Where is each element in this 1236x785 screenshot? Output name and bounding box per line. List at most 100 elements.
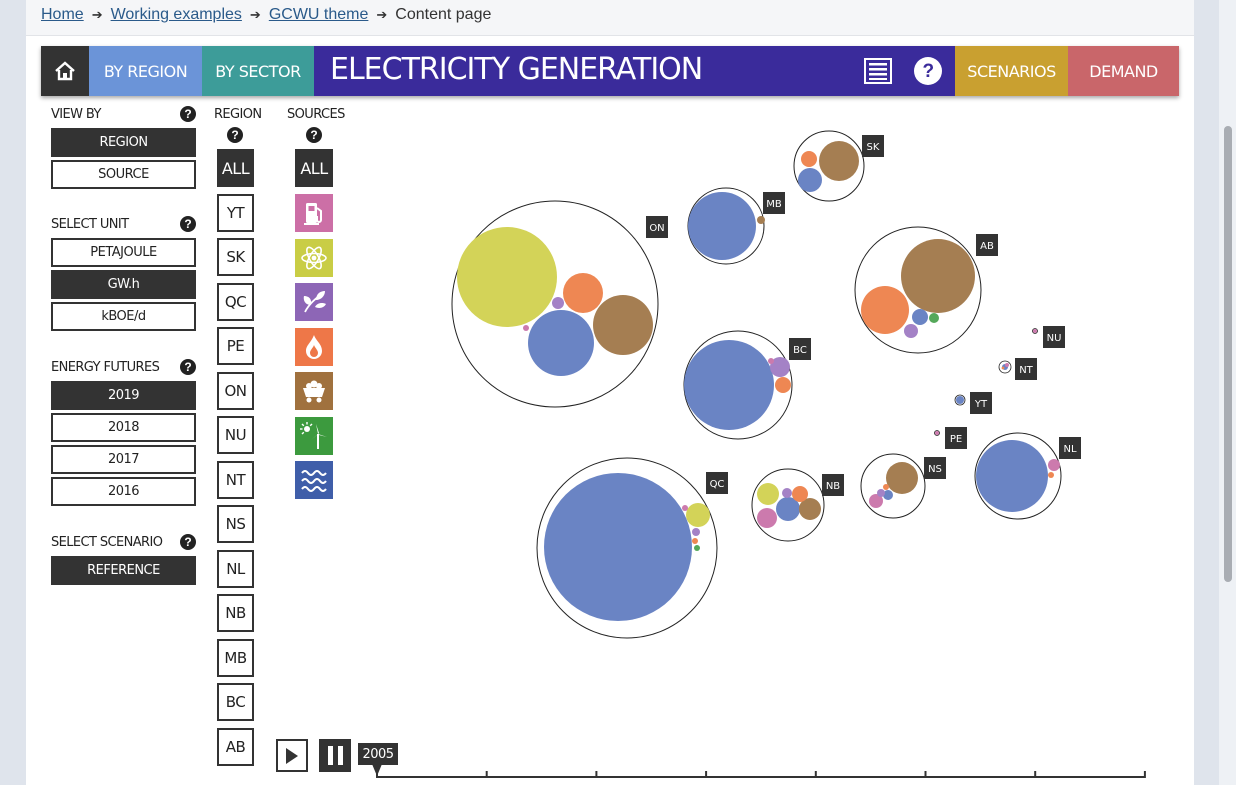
source-bubble-gas[interactable]	[1048, 472, 1054, 478]
help-button[interactable]: ?	[912, 46, 944, 96]
timeline-handle[interactable]	[372, 764, 382, 776]
source-bubble-hydro[interactable]	[688, 192, 756, 260]
play-button[interactable]	[276, 739, 308, 772]
source-bubble-coal[interactable]	[819, 141, 859, 181]
region-bubble-sk[interactable]: SK	[793, 130, 884, 202]
region-bubble-ns[interactable]: NS	[860, 453, 946, 519]
source-bubble-hydro[interactable]	[684, 340, 774, 430]
source-bubble-gas[interactable]	[883, 484, 889, 490]
region-bubble-pe[interactable]: PE	[934, 427, 968, 449]
region-bubble-qc[interactable]: QC	[536, 457, 728, 639]
region-button-all[interactable]: ALL	[217, 149, 254, 187]
region-button-yt[interactable]: YT	[217, 193, 254, 232]
source-bubble-hydro[interactable]	[776, 497, 800, 521]
source-bubble-nuclear[interactable]	[686, 503, 710, 527]
breadcrumb-home[interactable]: Home	[41, 6, 84, 23]
view-by-region-button[interactable]: REGION	[51, 128, 196, 157]
source-hydro-button[interactable]	[295, 461, 333, 499]
source-bubble-oil[interactable]	[768, 358, 774, 364]
source-bubble-gas[interactable]	[775, 377, 791, 393]
source-bubble-oil[interactable]	[1005, 363, 1009, 367]
futures-2017-button[interactable]: 2017	[51, 445, 196, 474]
source-bubble-biomass[interactable]	[877, 489, 885, 497]
scenarios-tab[interactable]: SCENARIOS	[955, 46, 1068, 96]
source-bubble-hydro[interactable]	[883, 490, 893, 500]
region-button-nb[interactable]: NB	[217, 594, 254, 632]
unit-petajoule-button[interactable]: PETAJOULE	[51, 238, 196, 267]
unit-kboe-button[interactable]: kBOE/d	[51, 302, 196, 331]
source-bubble-biomass[interactable]	[692, 528, 700, 536]
source-bubble-gas[interactable]	[792, 486, 808, 502]
region-button-nt[interactable]: NT	[217, 460, 254, 499]
region-bubble-nl[interactable]: NL	[974, 432, 1081, 520]
source-bubble-gas[interactable]	[861, 286, 909, 334]
year-indicator[interactable]: 2005	[358, 743, 398, 765]
help-icon[interactable]: ?	[180, 216, 196, 232]
scrollbar-thumb[interactable]	[1224, 126, 1232, 582]
source-bubble-biomass[interactable]	[782, 488, 792, 498]
region-bubble-nt[interactable]: NT	[998, 358, 1037, 380]
region-button-mb[interactable]: MB	[217, 638, 254, 677]
source-bubble-coal[interactable]	[593, 295, 653, 355]
demand-tab[interactable]: DEMAND	[1068, 46, 1179, 96]
list-view-button[interactable]	[863, 46, 893, 96]
home-button[interactable]	[41, 46, 89, 96]
source-bubble-wind[interactable]	[694, 545, 700, 551]
source-bubble-hydro[interactable]	[798, 168, 822, 192]
region-bubble-nb[interactable]: NB	[751, 468, 844, 542]
source-bubble-hydro[interactable]	[976, 440, 1048, 512]
region-button-on[interactable]: ON	[217, 371, 254, 410]
source-bubble-coal[interactable]	[901, 239, 975, 313]
region-button-pe[interactable]: PE	[217, 327, 254, 365]
source-gas-button[interactable]	[295, 328, 333, 366]
source-bubble-oil[interactable]	[1033, 329, 1037, 333]
region-button-sk[interactable]: SK	[217, 238, 254, 276]
source-bubble-hydro[interactable]	[528, 310, 594, 376]
breadcrumb-working-examples[interactable]: Working examples	[110, 6, 242, 23]
pause-button[interactable]	[319, 739, 351, 772]
source-nuclear-button[interactable]	[295, 239, 333, 277]
region-button-bc[interactable]: BC	[217, 683, 254, 721]
help-icon[interactable]: ?	[180, 106, 196, 122]
futures-2019-button[interactable]: 2019	[51, 381, 196, 410]
timeline-axis[interactable]	[372, 764, 1146, 778]
source-oil-button[interactable]	[295, 194, 333, 232]
source-bubble-nuclear[interactable]	[457, 227, 557, 327]
source-bubble-nuclear[interactable]	[757, 483, 779, 505]
source-bubble-coal[interactable]	[886, 462, 918, 494]
region-bubble-on[interactable]: ON	[451, 200, 668, 408]
futures-2016-button[interactable]: 2016	[51, 477, 196, 506]
help-icon[interactable]: ?	[306, 127, 322, 143]
view-by-source-button[interactable]: SOURCE	[51, 160, 196, 189]
help-icon[interactable]: ?	[180, 359, 196, 375]
by-sector-tab[interactable]: BY SECTOR	[202, 46, 314, 96]
source-bubble-oil[interactable]	[523, 325, 529, 331]
source-bubble-oil[interactable]	[682, 505, 688, 511]
source-bubble-coal[interactable]	[799, 498, 821, 520]
source-bubble-gas[interactable]	[801, 151, 817, 167]
region-bubble-mb[interactable]: MB	[687, 187, 785, 265]
source-bubble-hydro[interactable]	[912, 309, 928, 325]
region-button-ab[interactable]: AB	[217, 727, 254, 766]
futures-2018-button[interactable]: 2018	[51, 413, 196, 442]
region-button-nl[interactable]: NL	[217, 549, 254, 588]
source-bubble-wind[interactable]	[929, 313, 939, 323]
breadcrumb-gcwu-theme[interactable]: GCWU theme	[268, 6, 369, 23]
source-wind-solar-button[interactable]	[295, 417, 333, 455]
source-bubble-gas[interactable]	[1001, 366, 1005, 370]
source-bubble-gas[interactable]	[692, 538, 698, 544]
source-bubble-oil[interactable]	[1048, 459, 1060, 471]
source-bubble-biomass[interactable]	[552, 297, 564, 309]
region-button-ns[interactable]: NS	[217, 505, 254, 543]
source-bubble-gas[interactable]	[563, 273, 603, 313]
region-bubble-bc[interactable]: BC	[683, 330, 811, 440]
region-bubble-yt[interactable]: YT	[954, 392, 992, 414]
source-bubble-oil[interactable]	[935, 431, 939, 435]
source-bubble-biomass[interactable]	[770, 357, 790, 377]
source-bubble-oil[interactable]	[869, 494, 883, 508]
unit-gwh-button[interactable]: GW.h	[51, 270, 196, 299]
region-bubble-nu[interactable]: NU	[1032, 326, 1066, 348]
help-icon[interactable]: ?	[180, 534, 196, 550]
source-bubble-oil[interactable]	[757, 508, 777, 528]
by-region-tab[interactable]: BY REGION	[89, 46, 202, 96]
